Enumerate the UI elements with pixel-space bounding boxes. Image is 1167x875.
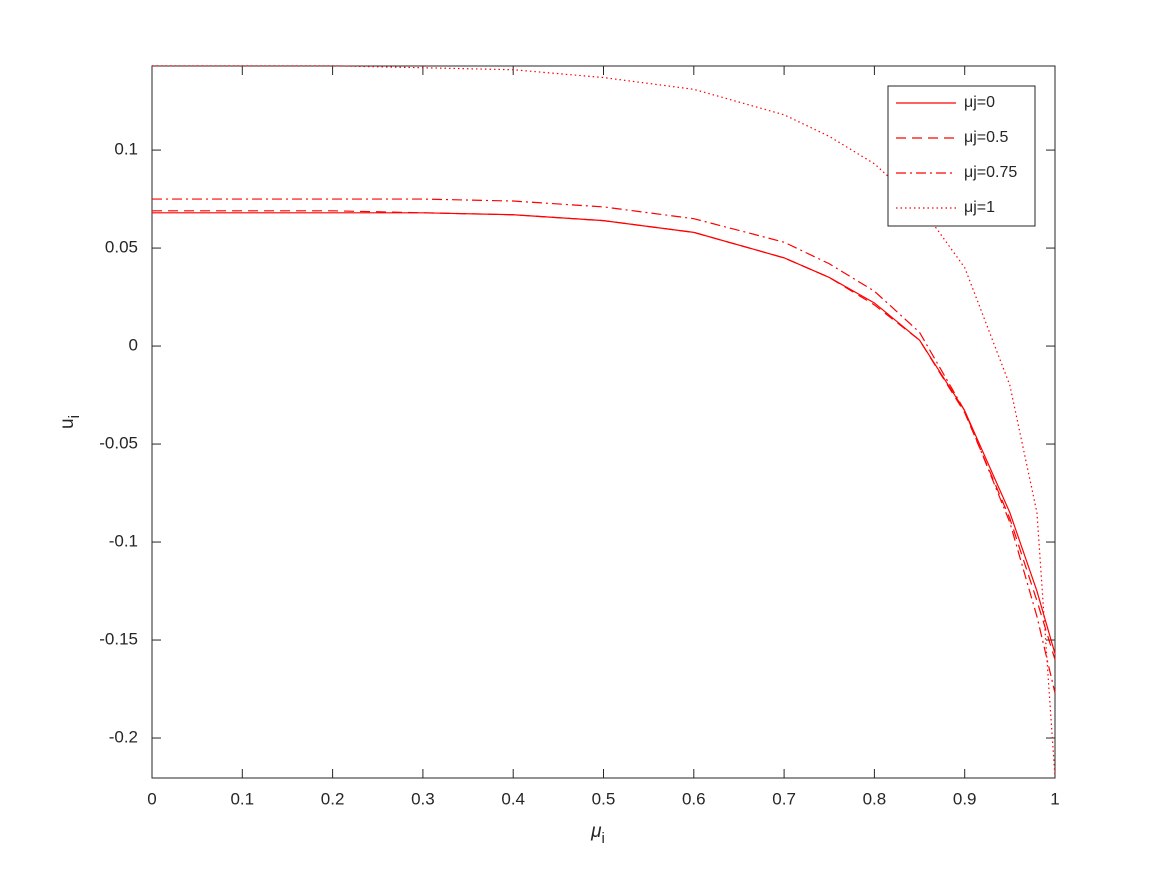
y-tick-label: -0.2	[109, 728, 138, 747]
y-tick-label: -0.15	[99, 630, 138, 649]
series-line	[152, 210, 1056, 660]
x-tick-label: 0.1	[230, 789, 254, 808]
x-tick-label: 0.4	[501, 789, 525, 808]
y-tick-label: 0.05	[105, 238, 138, 257]
legend-label: μj=1	[964, 199, 995, 216]
y-tick-label: -0.05	[99, 434, 138, 453]
x-tick-label: 0.5	[592, 789, 616, 808]
x-tick-label: 1	[1050, 789, 1059, 808]
y-tick-label: -0.1	[109, 532, 138, 551]
x-tick-label: 0.7	[772, 789, 796, 808]
legend-label: μj=0.75	[964, 164, 1017, 181]
x-tick-label: 0.3	[411, 789, 435, 808]
legend-label: μj=0.5	[964, 129, 1008, 146]
series-line	[152, 212, 1056, 654]
y-tick-label: 0.1	[114, 140, 138, 159]
x-tick-label: 0.9	[953, 789, 977, 808]
x-tick-label: 0	[147, 789, 156, 808]
x-label-subscript: i	[602, 830, 605, 847]
x-tick-label: 0.8	[863, 789, 887, 808]
y-tick-label: 0	[129, 336, 138, 355]
legend-box	[887, 85, 1036, 227]
y-label-subscript: i	[66, 415, 83, 418]
legend-label: μj=0	[964, 94, 995, 111]
y-axis-label: ui	[57, 415, 83, 429]
x-tick-label: 0.6	[682, 789, 706, 808]
x-tick-label: 0.2	[321, 789, 345, 808]
x-axis-label: μi	[590, 821, 605, 847]
x-label-symbol: μ	[590, 821, 602, 842]
y-label-symbol: u	[57, 418, 78, 429]
